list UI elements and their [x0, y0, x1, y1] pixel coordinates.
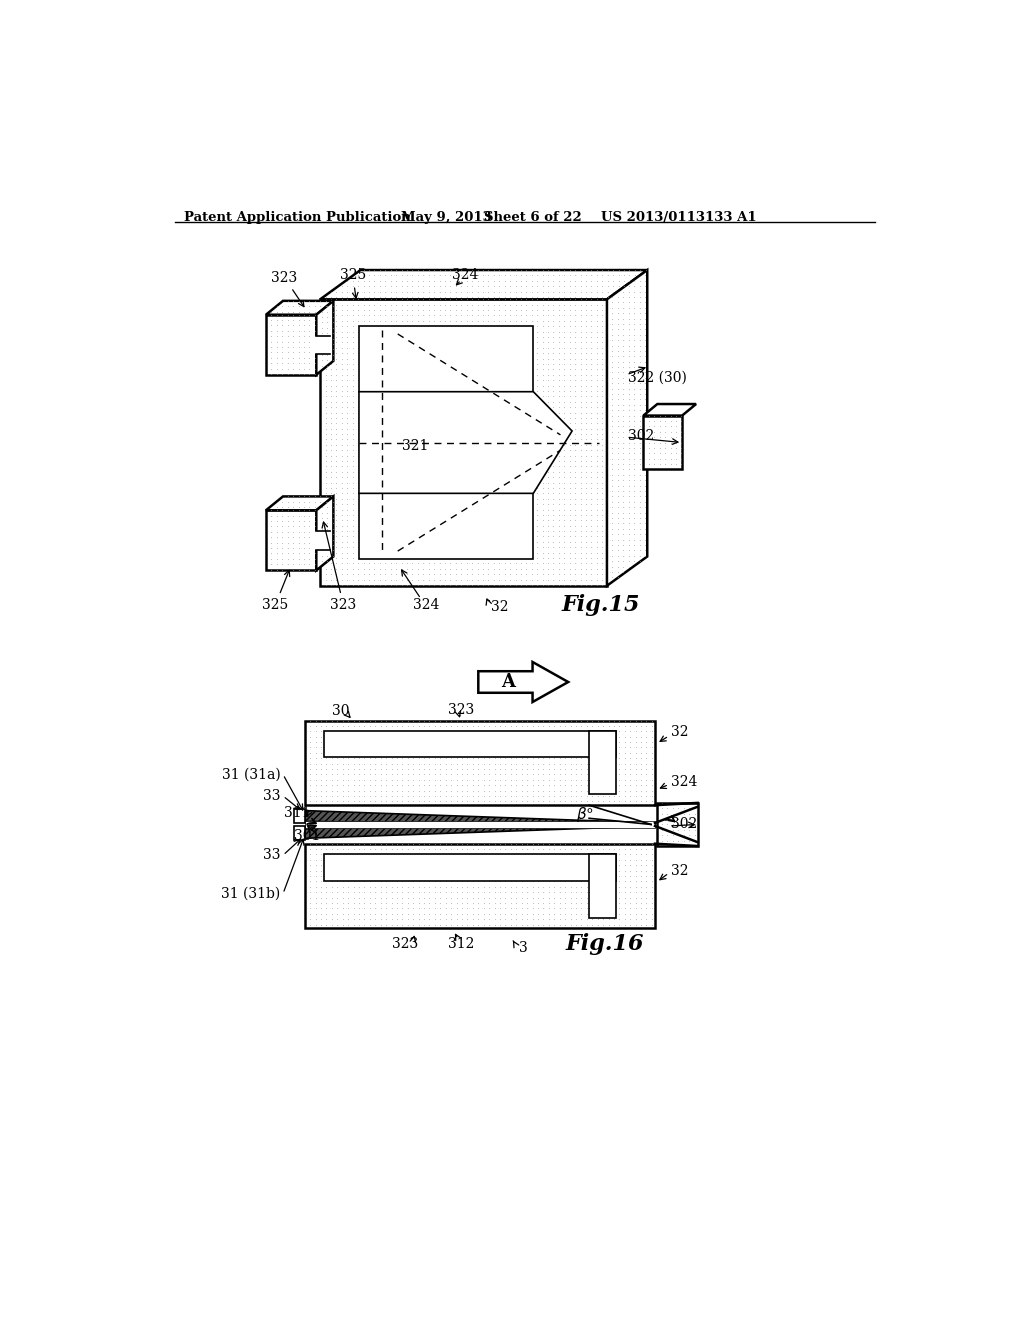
Polygon shape: [305, 843, 655, 928]
Polygon shape: [359, 392, 572, 494]
Polygon shape: [305, 721, 655, 805]
Text: 325: 325: [262, 570, 290, 612]
Polygon shape: [643, 404, 696, 416]
Polygon shape: [589, 731, 616, 795]
Polygon shape: [316, 301, 334, 375]
Text: 3: 3: [519, 941, 527, 954]
Text: 32: 32: [671, 725, 688, 739]
Text: 302: 302: [671, 817, 696, 832]
Text: 33: 33: [263, 789, 281, 803]
Polygon shape: [305, 810, 655, 826]
Text: 33: 33: [263, 849, 281, 862]
Polygon shape: [656, 803, 697, 846]
Text: 325: 325: [340, 268, 366, 298]
Polygon shape: [305, 821, 655, 828]
Text: 32: 32: [492, 601, 509, 614]
Text: 324: 324: [452, 268, 478, 282]
Polygon shape: [324, 731, 616, 758]
Text: 30: 30: [333, 705, 350, 718]
Polygon shape: [314, 335, 331, 354]
Text: 324: 324: [414, 598, 439, 612]
Polygon shape: [266, 511, 316, 570]
Polygon shape: [266, 496, 334, 511]
Polygon shape: [321, 300, 607, 586]
Polygon shape: [294, 809, 305, 822]
Text: 321: 321: [401, 440, 428, 453]
Text: 312: 312: [449, 937, 474, 950]
Text: Fig.15: Fig.15: [562, 594, 640, 616]
Text: 324: 324: [671, 775, 697, 789]
Text: 302: 302: [628, 429, 654, 442]
Polygon shape: [294, 826, 305, 840]
Polygon shape: [305, 822, 655, 838]
Polygon shape: [266, 314, 316, 375]
Polygon shape: [359, 326, 534, 392]
Text: 301: 301: [294, 829, 321, 843]
Text: 322 (30): 322 (30): [628, 371, 687, 385]
Text: 323: 323: [271, 271, 304, 306]
Text: 31 (31b): 31 (31b): [221, 887, 281, 900]
Polygon shape: [607, 271, 647, 586]
Polygon shape: [589, 854, 616, 917]
Text: A: A: [501, 673, 515, 690]
Text: 323: 323: [449, 702, 474, 717]
Text: US 2013/0113133 A1: US 2013/0113133 A1: [601, 211, 757, 224]
Text: 323: 323: [392, 937, 419, 950]
Polygon shape: [316, 496, 334, 570]
Text: 311: 311: [284, 807, 310, 820]
Text: 32: 32: [671, 863, 688, 878]
Text: Patent Application Publication: Patent Application Publication: [183, 211, 411, 224]
Polygon shape: [324, 854, 616, 880]
Polygon shape: [643, 416, 682, 470]
Polygon shape: [359, 494, 534, 558]
Text: 31 (31a): 31 (31a): [222, 767, 281, 781]
Text: Fig.16: Fig.16: [566, 933, 644, 954]
Polygon shape: [478, 663, 568, 702]
Text: 323: 323: [323, 521, 356, 612]
Polygon shape: [314, 531, 331, 549]
Polygon shape: [321, 271, 647, 300]
Polygon shape: [266, 301, 334, 314]
Text: May 9, 2013: May 9, 2013: [400, 211, 492, 224]
Text: Sheet 6 of 22: Sheet 6 of 22: [484, 211, 583, 224]
Text: $\beta$°: $\beta$°: [577, 805, 594, 824]
